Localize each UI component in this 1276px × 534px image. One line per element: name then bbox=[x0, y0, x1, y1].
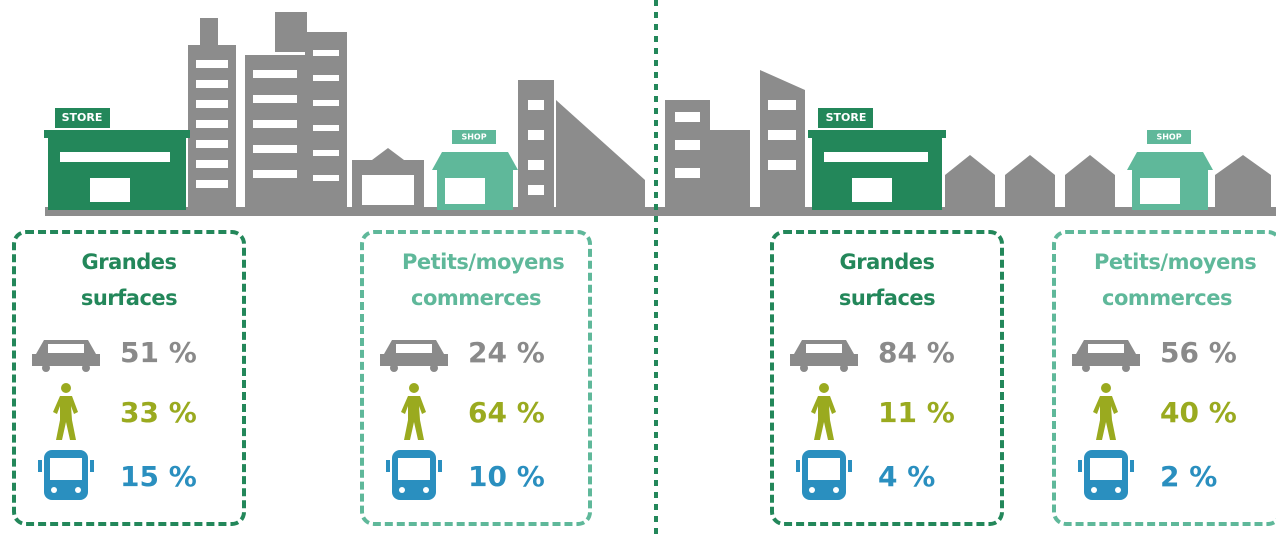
mode-icon bbox=[386, 450, 442, 500]
mode-row: 24 % bbox=[378, 322, 545, 382]
share-value: 15 % bbox=[120, 459, 197, 493]
share-value: 40 % bbox=[1160, 395, 1237, 429]
mode-row: 10 % bbox=[378, 446, 545, 506]
mode-icon bbox=[1078, 450, 1134, 500]
shop-sign: SHOP bbox=[1156, 133, 1181, 142]
mode-row: 11 % bbox=[788, 382, 955, 442]
mode-row: 40 % bbox=[1070, 382, 1237, 442]
store-sign: STORE bbox=[62, 111, 103, 124]
share-value: 56 % bbox=[1160, 335, 1237, 369]
mode-row: 4 % bbox=[788, 446, 935, 506]
mode-icon bbox=[796, 450, 852, 500]
mode-row: 84 % bbox=[788, 322, 955, 382]
panel: Grandes surfaces 51 % 33 % 15 % bbox=[12, 230, 246, 526]
panel-title: Grandes surfaces bbox=[80, 250, 178, 310]
mode-row: 2 % bbox=[1070, 446, 1217, 506]
panel: Grandes surfaces 84 % 11 % 4 % bbox=[770, 230, 1004, 526]
mode-icon bbox=[790, 340, 858, 372]
share-value: 11 % bbox=[878, 395, 955, 429]
mode-icon bbox=[401, 383, 426, 440]
mode-icon bbox=[380, 340, 448, 372]
panel: Petits/moyens commerces 24 % 64 % 10 % bbox=[360, 230, 592, 526]
mode-icon bbox=[811, 383, 836, 440]
mode-icon bbox=[53, 383, 78, 440]
store-sign: STORE bbox=[826, 111, 867, 124]
share-value: 4 % bbox=[878, 459, 936, 493]
mode-icon bbox=[38, 450, 94, 500]
mode-row: 15 % bbox=[30, 446, 197, 506]
mode-icon bbox=[1072, 340, 1140, 372]
mode-row: 56 % bbox=[1070, 322, 1237, 382]
share-value: 10 % bbox=[468, 459, 545, 493]
mode-row: 33 % bbox=[30, 382, 197, 442]
share-value: 64 % bbox=[468, 395, 545, 429]
mode-row: 64 % bbox=[378, 382, 545, 442]
mode-icon bbox=[1093, 383, 1118, 440]
mode-row: 51 % bbox=[30, 322, 197, 382]
share-value: 84 % bbox=[878, 335, 955, 369]
share-value: 24 % bbox=[468, 335, 545, 369]
panel: Petits/moyens commerces 56 % 40 % 2 % bbox=[1052, 230, 1276, 526]
shop-sign: SHOP bbox=[461, 133, 486, 142]
mode-icon bbox=[32, 340, 100, 372]
panel-title: Grandes surfaces bbox=[838, 250, 936, 310]
share-value: 51 % bbox=[120, 335, 197, 369]
share-value: 33 % bbox=[120, 395, 197, 429]
panel-title: Petits/moyens commerces bbox=[402, 250, 565, 310]
share-value: 2 % bbox=[1160, 459, 1218, 493]
panel-title: Petits/moyens commerces bbox=[1094, 250, 1257, 310]
